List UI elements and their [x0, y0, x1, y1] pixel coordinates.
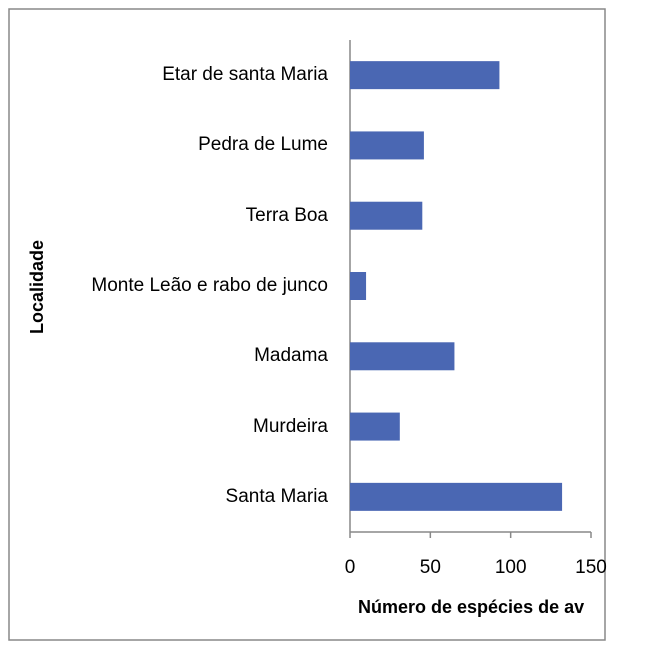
y-tick-label: Monte Leão e rabo de junco [91, 275, 328, 296]
bar [350, 131, 424, 160]
y-tick-label: Terra Boa [245, 204, 328, 226]
y-tick-label: Santa Maria [225, 485, 328, 507]
y-axis-title: Localidade [27, 240, 47, 334]
bar [350, 342, 455, 371]
bar [350, 61, 500, 90]
bar [350, 272, 367, 300]
x-axis-title: Número de espécies de av [358, 597, 584, 617]
chart-frame [8, 8, 606, 641]
bar [350, 482, 563, 511]
y-tick-label: Murdeira [253, 415, 328, 437]
x-tick-label: 0 [345, 557, 356, 578]
x-tick-label: 50 [420, 557, 441, 578]
y-tick-label: Madama [254, 345, 328, 367]
x-tick-label: 150 [575, 557, 607, 578]
y-tick-label: Pedra de Lume [198, 134, 328, 156]
bar [350, 201, 423, 230]
bar [350, 412, 400, 441]
y-tick-label: Etar de santa Maria [162, 64, 328, 86]
x-tick-label: 100 [495, 557, 527, 578]
